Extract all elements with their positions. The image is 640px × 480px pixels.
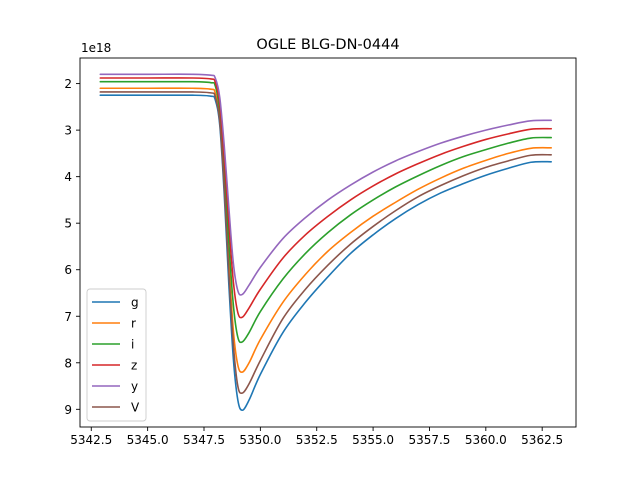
y-tick-label: 7	[64, 310, 72, 324]
legend-label-g: g	[131, 296, 139, 310]
series-line-r	[99, 87, 552, 373]
legend-label-i: i	[131, 338, 134, 352]
y-tick-label: 8	[64, 356, 72, 370]
x-tick-label: 5345.0	[127, 433, 169, 447]
x-tick-label: 5352.5	[296, 433, 338, 447]
x-tick-label: 5355.0	[352, 433, 394, 447]
x-tick-label: 5360.0	[465, 433, 507, 447]
plot-area	[99, 73, 552, 412]
y-tick-label: 2	[64, 77, 72, 91]
legend-label-y: y	[131, 380, 138, 394]
y-offset-label: 1e18	[81, 41, 111, 55]
x-tick-label: 5347.5	[183, 433, 225, 447]
chart-title: OGLE BLG-DN-0444	[256, 37, 399, 53]
legend-label-r: r	[131, 317, 136, 331]
y-tick-label: 9	[64, 403, 72, 417]
legend-label-z: z	[131, 359, 137, 373]
y-tick-label: 5	[64, 217, 72, 231]
legend-box	[86, 288, 147, 422]
x-tick-label: 5357.5	[408, 433, 450, 447]
series-line-y	[99, 73, 552, 296]
series-line-i	[99, 80, 552, 344]
y-tick-label: 3	[64, 124, 72, 138]
y-tick-label: 6	[64, 263, 72, 277]
x-tick-label: 5362.5	[521, 433, 563, 447]
x-tick-label: 5350.0	[239, 433, 281, 447]
y-tick-label: 4	[64, 170, 72, 184]
series-line-V	[99, 91, 552, 395]
axes-frame	[79, 57, 577, 428]
x-tick-label: 5342.5	[70, 433, 112, 447]
series-line-z	[99, 77, 552, 319]
legend-label-V: V	[131, 401, 140, 415]
